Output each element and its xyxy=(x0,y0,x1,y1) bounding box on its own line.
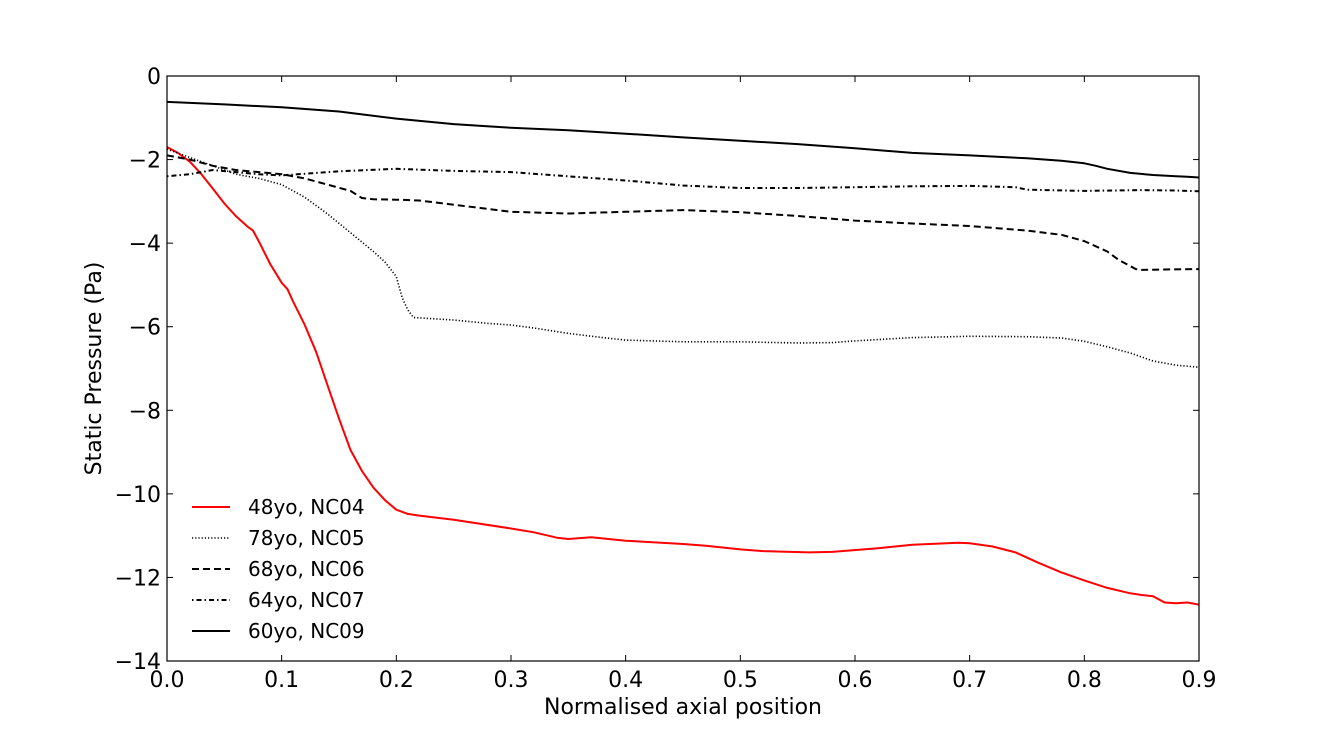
legend: 48yo, NC04 78yo, NC05 68yo, NC06 64yo, NC07… xyxy=(192,495,365,643)
legend-label-2: 68yo, NC06 xyxy=(248,557,365,581)
x-tick-label: 0.1 xyxy=(264,668,299,693)
legend-label-3: 64yo, NC07 xyxy=(248,588,365,612)
y-tick-label: 0 xyxy=(147,65,161,90)
series-group xyxy=(166,100,1200,606)
axes-frame xyxy=(166,75,1200,662)
y-tick-label: −12 xyxy=(115,566,161,591)
x-tick-label: 0.4 xyxy=(608,668,643,693)
ticks-group: 0.0 0.1 0.2 0.3 0.4 0.5 0.6 0.7 0.8 0.9 0 −2 −4 −6 −8 −… xyxy=(115,65,1217,693)
x-tick-label: 0.2 xyxy=(379,668,414,693)
x-tick-label: 0.3 xyxy=(494,668,529,693)
x-tick-label: 0.5 xyxy=(723,668,758,693)
legend-label-1: 78yo, NC05 xyxy=(248,526,365,550)
x-axis-label: Normalised axial position xyxy=(544,695,822,720)
series-line-0 xyxy=(166,146,1200,606)
x-tick-label: 0.6 xyxy=(838,668,873,693)
y-tick-label: −4 xyxy=(129,232,161,257)
x-tick-label: 0.9 xyxy=(1182,668,1217,693)
x-tick-label: 0.8 xyxy=(1067,668,1102,693)
series-line-3 xyxy=(166,167,1200,193)
series-line-2 xyxy=(166,154,1200,271)
legend-label-0: 48yo, NC04 xyxy=(248,495,365,519)
y-axis-label: Static Pressure (Pa) xyxy=(82,262,107,476)
x-tick-label: 0.7 xyxy=(952,668,987,693)
series-line-4 xyxy=(166,100,1200,179)
y-tick-label: −6 xyxy=(129,316,161,341)
x-tick-label: 0.0 xyxy=(150,668,185,693)
y-tick-label: −8 xyxy=(129,399,161,424)
y-tick-label: −14 xyxy=(115,650,161,675)
legend-label-4: 60yo, NC09 xyxy=(248,619,365,643)
y-tick-label: −2 xyxy=(129,149,161,174)
y-tick-label: −10 xyxy=(115,483,161,508)
